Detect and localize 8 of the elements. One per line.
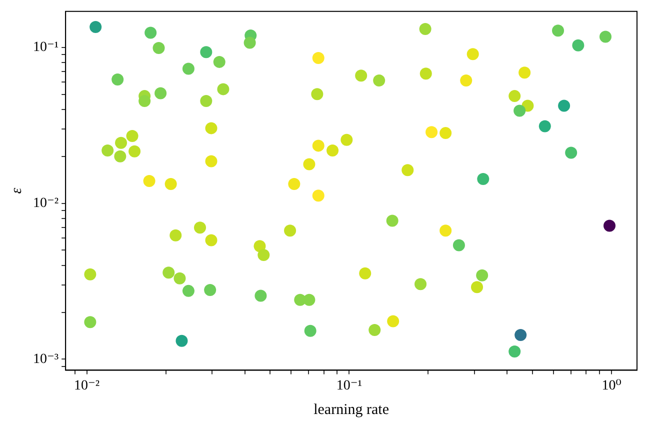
x-tick-label: 10⁻¹ [336,378,362,394]
x-tick-label: 10⁰ [602,378,622,394]
x-axis-title: learning rate [314,402,390,418]
y-tick-label: 10⁻² [32,196,59,211]
y-axis-title: ε [8,188,25,194]
x-tick-label: 10⁻² [74,378,100,394]
y-tick-label: 10⁻¹ [32,40,59,56]
y-tick-label: 10⁻³ [32,352,59,367]
